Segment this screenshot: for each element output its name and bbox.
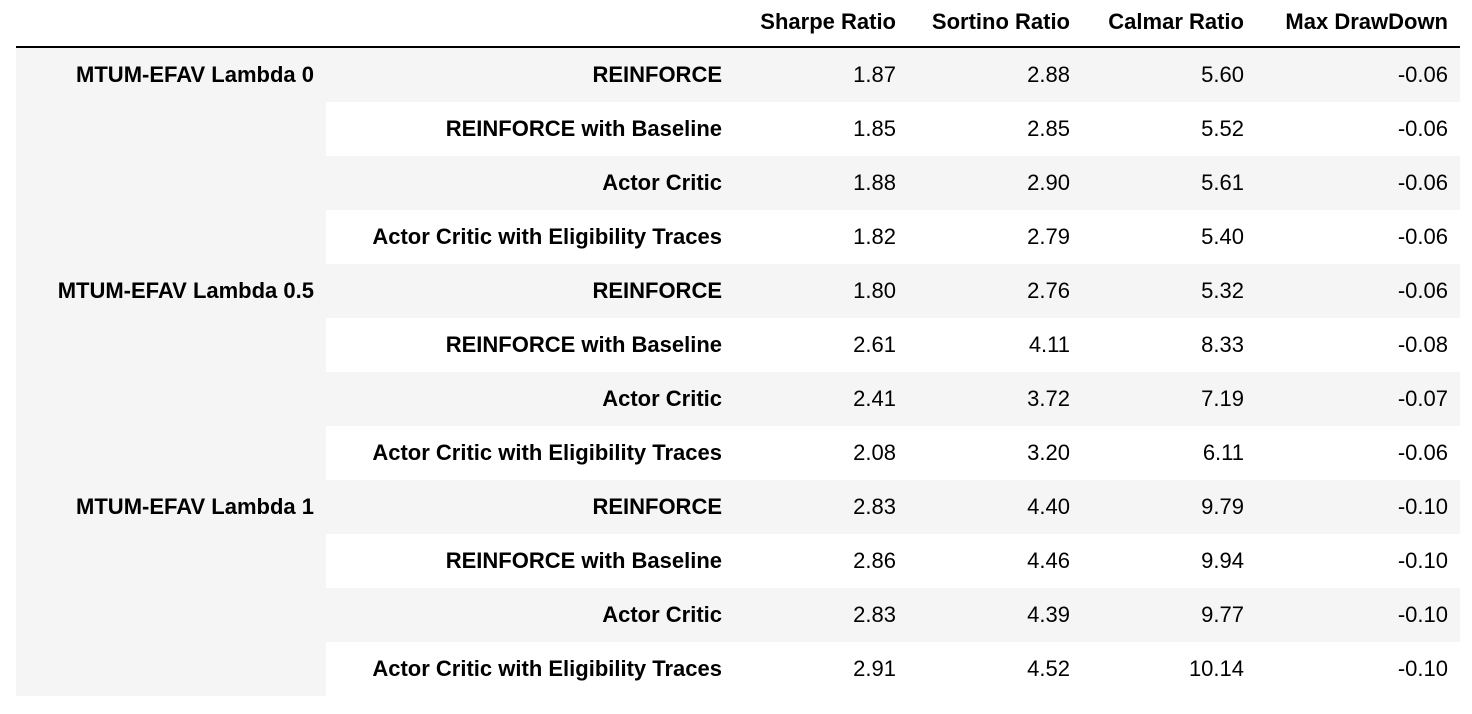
metric-value-cell: 3.20 — [908, 426, 1082, 480]
table-row: REINFORCE with Baseline 2.61 4.11 8.33 -0.08 — [16, 318, 1460, 372]
metric-value-cell: 5.60 — [1082, 47, 1256, 102]
metric-value-cell: 7.19 — [1082, 372, 1256, 426]
metric-value-cell: 3.72 — [908, 372, 1082, 426]
table-header: Sharpe Ratio Sortino Ratio Calmar Ratio … — [16, 0, 1460, 48]
group-label: MTUM-EFAV Lambda 0 — [16, 47, 326, 264]
column-header: Max DrawDown — [1256, 0, 1460, 48]
metric-value-cell: 4.52 — [908, 642, 1082, 696]
metric-value-cell: 8.33 — [1082, 318, 1256, 372]
table-row: Actor Critic with Eligibility Traces 2.08… — [16, 426, 1460, 480]
algorithm-label: REINFORCE — [326, 47, 734, 102]
table-row: Actor Critic 2.41 3.72 7.19 -0.07 — [16, 372, 1460, 426]
header-blank-algo — [326, 0, 734, 48]
algorithm-label: Actor Critic — [326, 156, 734, 210]
table-row: Actor Critic 2.83 4.39 9.77 -0.10 — [16, 588, 1460, 642]
metric-value-cell: 5.40 — [1082, 210, 1256, 264]
metric-value-cell: 4.39 — [908, 588, 1082, 642]
table-row: Actor Critic with Eligibility Traces 2.91… — [16, 642, 1460, 696]
column-header: Calmar Ratio — [1082, 0, 1256, 48]
table-body: MTUM-EFAV Lambda 0 REINFORCE 1.87 2.88 5.60-… — [16, 47, 1460, 696]
algorithm-label: REINFORCE — [326, 264, 734, 318]
metric-value-cell: -0.08 — [1256, 318, 1460, 372]
metric-value-cell: 9.79 — [1082, 480, 1256, 534]
header-row: Sharpe Ratio Sortino Ratio Calmar Ratio … — [16, 0, 1460, 48]
table-row: MTUM-EFAV Lambda 1 REINFORCE 2.83 4.40 9.79-… — [16, 480, 1460, 696]
metric-value-cell: -0.10 — [1256, 642, 1460, 696]
group-label: MTUM-EFAV Lambda 1 — [16, 480, 326, 696]
metric-value-cell: 1.80 — [734, 264, 908, 318]
results-table: Sharpe Ratio Sortino Ratio Calmar Ratio … — [16, 0, 1460, 696]
metric-value-cell: 5.32 — [1082, 264, 1256, 318]
table-row: MTUM-EFAV Lambda 0.5 REINFORCE 1.80 2.76 5.3… — [16, 264, 1460, 480]
algorithm-label: Actor Critic with Eligibility Traces — [326, 210, 734, 264]
metric-value-cell: -0.06 — [1256, 264, 1460, 318]
metric-value-cell: -0.10 — [1256, 534, 1460, 588]
group-label: MTUM-EFAV Lambda 0.5 — [16, 264, 326, 480]
table-row: MTUM-EFAV Lambda 0 REINFORCE 1.87 2.88 5.60-… — [16, 47, 1460, 264]
metric-value-cell: 2.08 — [734, 426, 908, 480]
metric-value-cell: -0.06 — [1256, 47, 1460, 102]
algorithm-label: Actor Critic — [326, 372, 734, 426]
metric-value-cell: 2.86 — [734, 534, 908, 588]
algorithm-label: Actor Critic with Eligibility Traces — [326, 642, 734, 696]
metric-value-cell: 1.82 — [734, 210, 908, 264]
metric-value-cell: -0.06 — [1256, 102, 1460, 156]
metric-value-cell: 4.46 — [908, 534, 1082, 588]
metric-value-cell: 2.79 — [908, 210, 1082, 264]
metric-value-cell: 2.91 — [734, 642, 908, 696]
metric-value-cell: 4.11 — [908, 318, 1082, 372]
algorithm-label: REINFORCE — [326, 480, 734, 534]
metric-value-cell: 9.77 — [1082, 588, 1256, 642]
table-row: REINFORCE with Baseline 2.86 4.46 9.94 -0.10 — [16, 534, 1460, 588]
metric-value-cell: 1.85 — [734, 102, 908, 156]
metric-value-cell: -0.06 — [1256, 426, 1460, 480]
metric-value-cell: 2.85 — [908, 102, 1082, 156]
metric-value-cell: 2.83 — [734, 588, 908, 642]
table-row: Actor Critic 1.88 2.90 5.61 -0.06 — [16, 156, 1460, 210]
metric-value-cell: 5.61 — [1082, 156, 1256, 210]
metric-value-cell: 9.94 — [1082, 534, 1256, 588]
column-header: Sortino Ratio — [908, 0, 1082, 48]
metric-value-cell: 10.14 — [1082, 642, 1256, 696]
metric-value-cell: 1.87 — [734, 47, 908, 102]
metric-value-cell: 2.61 — [734, 318, 908, 372]
metric-value-cell: -0.10 — [1256, 588, 1460, 642]
metric-value-cell: -0.10 — [1256, 480, 1460, 534]
algorithm-label: Actor Critic — [326, 588, 734, 642]
metric-value-cell: 2.76 — [908, 264, 1082, 318]
algorithm-label: REINFORCE with Baseline — [326, 534, 734, 588]
metric-value-cell: 2.88 — [908, 47, 1082, 102]
metric-value-cell: -0.07 — [1256, 372, 1460, 426]
metric-value-cell: 1.88 — [734, 156, 908, 210]
table-row: Actor Critic with Eligibility Traces 1.82… — [16, 210, 1460, 264]
metric-value-cell: 5.52 — [1082, 102, 1256, 156]
metric-value-cell: -0.06 — [1256, 210, 1460, 264]
algorithm-label: REINFORCE with Baseline — [326, 318, 734, 372]
metric-value-cell: 2.41 — [734, 372, 908, 426]
metric-value-cell: 2.90 — [908, 156, 1082, 210]
header-blank-group — [16, 0, 326, 48]
metric-value-cell: 4.40 — [908, 480, 1082, 534]
column-header: Sharpe Ratio — [734, 0, 908, 48]
table-row: REINFORCE with Baseline 1.85 2.85 5.52 -0.06 — [16, 102, 1460, 156]
algorithm-label: Actor Critic with Eligibility Traces — [326, 426, 734, 480]
metric-value-cell: 2.83 — [734, 480, 908, 534]
metric-value-cell: -0.06 — [1256, 156, 1460, 210]
metric-value-cell: 6.11 — [1082, 426, 1256, 480]
algorithm-label: REINFORCE with Baseline — [326, 102, 734, 156]
